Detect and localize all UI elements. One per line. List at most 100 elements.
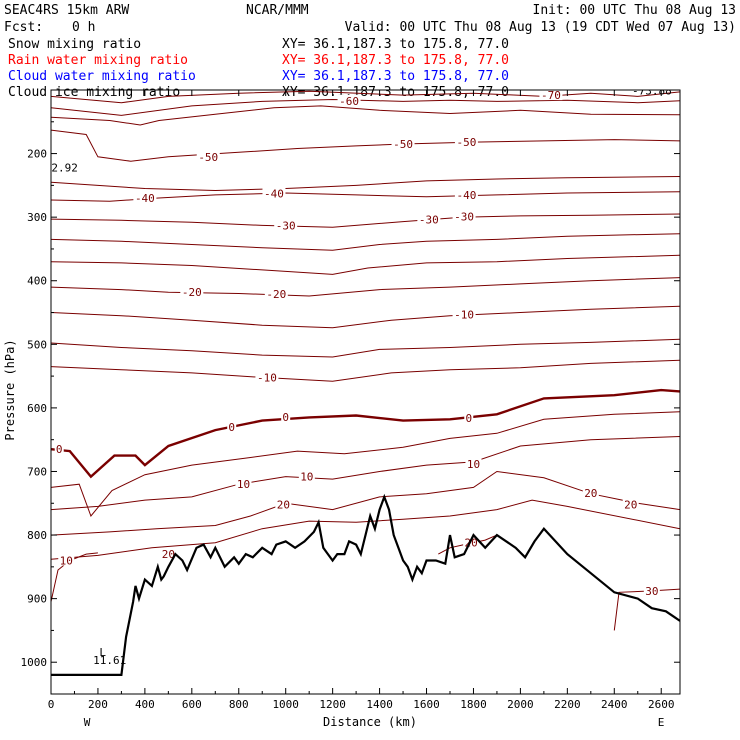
- contour-label: -50: [393, 138, 413, 151]
- x-tick-label: 1200: [319, 698, 346, 711]
- west-endpoint-label: W: [84, 716, 91, 729]
- contour-label-bg: [454, 136, 478, 148]
- contour-label: -30: [276, 219, 296, 232]
- y-tick-label: 300: [27, 211, 47, 224]
- temperature-contour: [51, 552, 98, 602]
- contour-label: 20: [277, 499, 290, 512]
- contour-label: 20: [584, 487, 597, 500]
- contour-label: 10: [60, 554, 73, 567]
- contour-label: 0: [465, 412, 472, 425]
- contour-label-bg: [452, 308, 476, 320]
- temperature-contour: [51, 411, 680, 517]
- x-tick-label: 2000: [507, 698, 534, 711]
- plot-frame: [50, 89, 681, 695]
- contour-label: -30: [454, 211, 474, 224]
- contour-label-bg: [180, 286, 204, 298]
- x-tick-label: 2600: [648, 698, 675, 711]
- fcst-value: 0 h: [72, 20, 95, 35]
- x-tick-label: 600: [182, 698, 202, 711]
- east-endpoint-label: E: [658, 716, 665, 729]
- contour-label: -60: [339, 95, 359, 108]
- temperature-contour: [51, 98, 680, 116]
- contour-label-bg: [58, 554, 75, 566]
- contour-label: 10: [237, 478, 250, 491]
- contour-label-bg: [454, 188, 478, 200]
- contour-label: -20: [182, 286, 202, 299]
- contour-label-bg: [54, 443, 64, 455]
- x-tick-label: 2400: [601, 698, 628, 711]
- field-label: Snow mixing ratio: [8, 37, 141, 52]
- field-label: Cloud ice mixing ratio: [8, 85, 180, 100]
- temperature-contour: [51, 105, 680, 126]
- field-xy: XY= 36.1,187.3 to 175.8, 77.0: [282, 69, 509, 84]
- contour-label-bg: [643, 585, 660, 597]
- temperature-contour: [51, 277, 680, 297]
- init-time: Init: 00 UTC Thu 08 Aug 13: [533, 3, 737, 18]
- contour-label-bg: [274, 219, 298, 231]
- contour-label-bg: [133, 192, 157, 204]
- field-label: Rain water mixing ratio: [8, 53, 188, 68]
- x-tick-label: 400: [135, 698, 155, 711]
- temperature-contour: [51, 213, 680, 228]
- x-tick-label: 1800: [460, 698, 487, 711]
- temperature-contour: [51, 254, 680, 275]
- contour-label: 30: [645, 585, 658, 598]
- temperature-contour: [51, 470, 680, 536]
- temperature-contour: [51, 436, 680, 511]
- contour-label-bg: [622, 498, 639, 510]
- x-tick-label: 1600: [413, 698, 440, 711]
- y-tick-label: 500: [27, 338, 47, 351]
- contour-label: 0: [282, 411, 289, 424]
- x-tick-label: 200: [88, 698, 108, 711]
- y-tick-label: 600: [27, 402, 47, 415]
- contour-label-bg: [264, 288, 288, 300]
- plot-area: -70 -60 -50 -50 -50 -40 -40 -40 -30 -30 -30 -20 -20 -…: [21, 84, 681, 711]
- temperature-contour: [51, 305, 680, 329]
- plot-contents: -70 -60 -50 -50 -50 -40 -40 -40 -30 -30 -30 -20 -20 -…: [38, 84, 680, 676]
- contour-label: 20: [624, 499, 637, 512]
- contour-label: -20: [266, 288, 286, 301]
- x-tick-label: 1000: [272, 698, 299, 711]
- contour-label: 0: [56, 443, 63, 456]
- contour-label-bg: [275, 498, 292, 510]
- contour-label: -50: [456, 136, 476, 149]
- contour-label: -70: [541, 89, 561, 102]
- field-xy: XY= 36.1,187.3 to 175.8, 77.0: [282, 53, 509, 68]
- contour-label: -50: [198, 151, 218, 164]
- contour-label-bg: [417, 213, 441, 225]
- contour-label-bg: [465, 457, 482, 469]
- valid-time: Valid: 00 UTC Thu 08 Aug 13 (19 CDT Wed …: [345, 20, 736, 35]
- contour-label-bg: [391, 138, 415, 150]
- annotation: -73.88: [632, 84, 672, 97]
- freezing-level-contour: [51, 388, 680, 479]
- contour-label-bg: [337, 94, 361, 106]
- y-axis-label: Pressure (hPa): [3, 339, 17, 440]
- field-xy: XY= 36.1,187.3 to 175.8, 77.0: [282, 85, 509, 100]
- y-tick-label: 1000: [21, 656, 48, 669]
- temperature-contour: [51, 191, 680, 202]
- x-tick-label: 0: [48, 698, 55, 711]
- y-tick-label: 400: [27, 275, 47, 288]
- contour-label: 10: [467, 458, 480, 471]
- y-tick-label: 900: [27, 593, 47, 606]
- contour-label-bg: [262, 187, 286, 199]
- annotation: -72.92: [38, 161, 78, 174]
- contour-label: -30: [419, 214, 439, 227]
- contour-label-bg: [452, 210, 476, 222]
- center-label: NCAR/MMM: [246, 3, 309, 18]
- contour-label-bg: [196, 150, 220, 162]
- field-label: Cloud water mixing ratio: [8, 69, 196, 84]
- contour-label: -40: [456, 189, 476, 202]
- fcst-label: Fcst:: [4, 20, 43, 35]
- temperature-contour: [51, 359, 680, 382]
- contour-label-bg: [255, 371, 279, 383]
- contour-label: -10: [454, 308, 474, 321]
- contour-label-bg: [298, 470, 315, 482]
- contour-label-bg: [582, 487, 599, 499]
- temperature-contour: [51, 176, 680, 192]
- contour-label-bg: [464, 412, 474, 424]
- x-tick-label: 800: [229, 698, 249, 711]
- x-tick-label: 1400: [366, 698, 393, 711]
- contour-label: -40: [264, 188, 284, 201]
